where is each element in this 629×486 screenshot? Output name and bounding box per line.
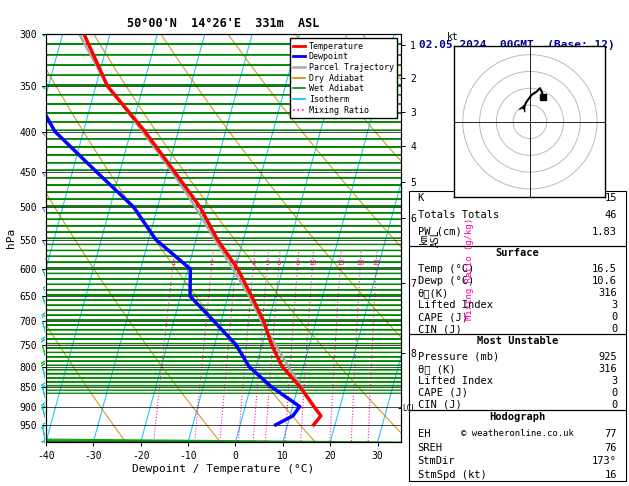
- Text: Dewp (°C): Dewp (°C): [418, 276, 474, 286]
- Text: 0: 0: [611, 399, 617, 410]
- Text: CAPE (J): CAPE (J): [418, 312, 467, 322]
- Text: 25: 25: [372, 260, 381, 266]
- Text: 3: 3: [611, 300, 617, 310]
- Text: θᴇ (K): θᴇ (K): [418, 364, 455, 374]
- Text: Lifted Index: Lifted Index: [418, 300, 493, 310]
- Text: θᴇ(K): θᴇ(K): [418, 288, 448, 298]
- Text: Most Unstable: Most Unstable: [477, 336, 558, 346]
- Text: 0: 0: [611, 324, 617, 334]
- Text: 02.05.2024  00GMT  (Base: 12): 02.05.2024 00GMT (Base: 12): [420, 40, 615, 50]
- Text: PW (cm): PW (cm): [418, 226, 461, 237]
- Text: 10: 10: [308, 260, 317, 266]
- Text: Temp (°C): Temp (°C): [418, 264, 474, 274]
- Legend: Temperature, Dewpoint, Parcel Trajectory, Dry Adiabat, Wet Adiabat, Isotherm, Mi: Temperature, Dewpoint, Parcel Trajectory…: [289, 38, 397, 118]
- Text: 316: 316: [598, 288, 617, 298]
- Text: 5: 5: [265, 260, 270, 266]
- Text: SREH: SREH: [418, 443, 443, 452]
- Text: 46: 46: [604, 210, 617, 220]
- Text: 6: 6: [277, 260, 281, 266]
- Text: 925: 925: [598, 352, 617, 362]
- Y-axis label: km
ASL: km ASL: [419, 229, 440, 247]
- X-axis label: Dewpoint / Temperature (°C): Dewpoint / Temperature (°C): [133, 464, 314, 474]
- Text: LCL: LCL: [403, 404, 416, 413]
- Text: 4: 4: [252, 260, 255, 266]
- Text: CIN (J): CIN (J): [418, 324, 461, 334]
- Text: 20: 20: [356, 260, 365, 266]
- Text: Pressure (mb): Pressure (mb): [418, 352, 499, 362]
- Text: 0: 0: [611, 312, 617, 322]
- Text: 3: 3: [234, 260, 238, 266]
- Text: CIN (J): CIN (J): [418, 399, 461, 410]
- Text: 10.6: 10.6: [592, 276, 617, 286]
- Text: 2: 2: [210, 260, 214, 266]
- Text: 173°: 173°: [592, 456, 617, 466]
- Text: 76: 76: [604, 443, 617, 452]
- Text: kt: kt: [447, 32, 459, 42]
- Text: 16.5: 16.5: [592, 264, 617, 274]
- Text: Surface: Surface: [496, 248, 539, 259]
- Text: 1.83: 1.83: [592, 226, 617, 237]
- Y-axis label: hPa: hPa: [6, 228, 16, 248]
- Text: 316: 316: [598, 364, 617, 374]
- Text: Totals Totals: Totals Totals: [418, 210, 499, 220]
- Text: Lifted Index: Lifted Index: [418, 376, 493, 386]
- Text: Mixing Ratio (g/kg): Mixing Ratio (g/kg): [465, 218, 474, 320]
- Text: © weatheronline.co.uk: © weatheronline.co.uk: [461, 429, 574, 438]
- Text: 8: 8: [296, 260, 300, 266]
- Text: 0: 0: [611, 388, 617, 398]
- Text: StmSpd (kt): StmSpd (kt): [418, 469, 486, 480]
- Text: CAPE (J): CAPE (J): [418, 388, 467, 398]
- Text: 50°00'N  14°26'E  331m  ASL: 50°00'N 14°26'E 331m ASL: [127, 17, 320, 30]
- Text: 77: 77: [604, 429, 617, 439]
- Text: 15: 15: [604, 193, 617, 203]
- Text: K: K: [418, 193, 424, 203]
- Text: Hodograph: Hodograph: [489, 412, 545, 422]
- Text: 1: 1: [171, 260, 175, 266]
- Text: 16: 16: [604, 469, 617, 480]
- Text: StmDir: StmDir: [418, 456, 455, 466]
- Text: 3: 3: [611, 376, 617, 386]
- Text: EH: EH: [418, 429, 430, 439]
- Text: 15: 15: [336, 260, 345, 266]
